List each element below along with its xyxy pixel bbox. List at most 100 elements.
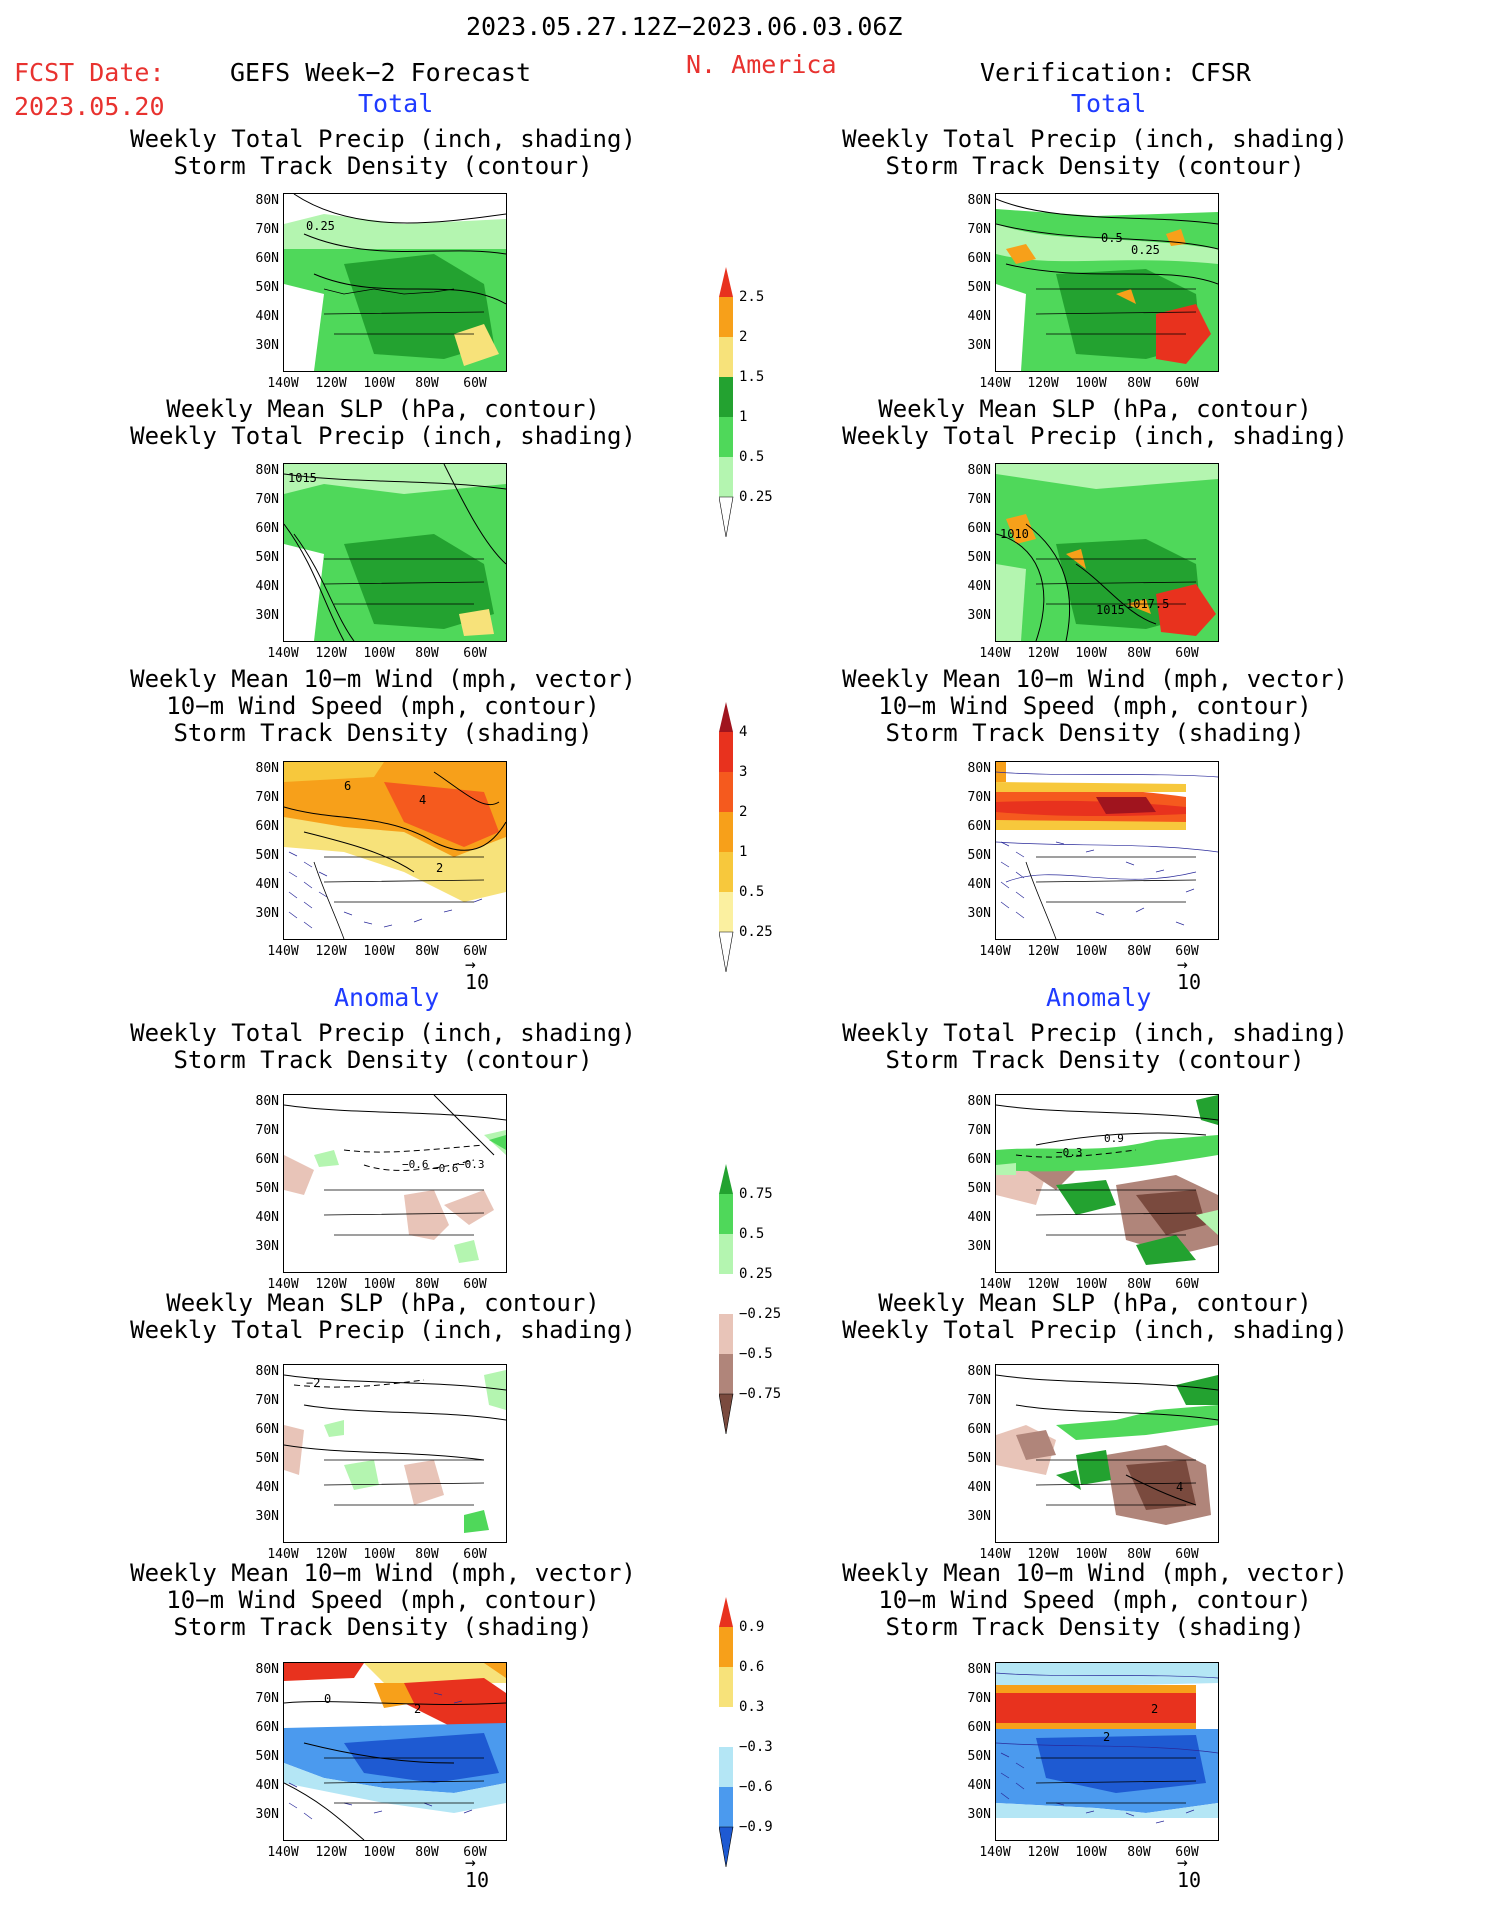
longitude-tick-label: 120W (315, 944, 347, 959)
latitude-tick-label: 40N (967, 1778, 991, 1793)
colorbar-label: −0.25 (739, 1306, 782, 1322)
colorbar-cap (719, 1164, 733, 1194)
colorbar-label: 4 (739, 724, 748, 740)
section-total-right: Total (1071, 89, 1147, 118)
latitude-tick-label: 40N (255, 579, 279, 594)
map-forecast-precip-storm-anomaly: −0.6 −0.6 −0.3 (283, 1094, 507, 1273)
latitude-tick-label: 30N (255, 1239, 279, 1254)
section-total-left: Total (358, 89, 434, 118)
longitude-tick-label: 60W (463, 944, 487, 959)
longitude-tick-label: 60W (1175, 944, 1199, 959)
colorbar-graphic (718, 702, 734, 973)
latitude-tick-label: 70N (255, 1691, 279, 1706)
latitude-tick-label: 40N (967, 1480, 991, 1495)
longitude-tick-label: 80W (415, 646, 439, 661)
contour-label: −0.3 (458, 1158, 485, 1171)
colorbar-label: 2 (739, 804, 748, 820)
colorbar-graphic (718, 1164, 734, 1435)
forecast-model-label: GEFS Week−2 Forecast (230, 58, 532, 87)
contour-label: 2 (1151, 1702, 1159, 1716)
longitude-tick-label: 100W (363, 646, 395, 661)
longitude-tick-label: 80W (415, 944, 439, 959)
colorbar-segment (719, 892, 733, 932)
colorbar-precip-anomaly: 0.75 0.5 0.25 −0.25 −0.5 −0.75 (718, 1164, 809, 1478)
map-forecast-slp-precip-total: 1015 (283, 463, 507, 642)
colorbar-label: 1 (739, 409, 748, 425)
contour-label: −2 (306, 1376, 321, 1390)
longitude-tick-label: 120W (315, 1547, 347, 1562)
map-verification-wind-storm-anomaly: 2 2 (995, 1662, 1219, 1841)
colorbar-label: −0.9 (739, 1819, 773, 1835)
contour-label: −0.6 (402, 1158, 429, 1171)
contour-label: 1015 (1096, 603, 1125, 617)
contour-label: 4 (1176, 1480, 1184, 1494)
longitude-tick-label: 140W (267, 646, 299, 661)
latitude-tick-label: 60N (255, 1422, 279, 1437)
colorbar-segment (719, 1747, 733, 1787)
colorbar-segment (719, 1314, 733, 1354)
latitude-tick-label: 40N (255, 1480, 279, 1495)
map-verification-wind-storm-total (995, 761, 1219, 940)
contour-label: −0.3 (1056, 1146, 1083, 1159)
latitude-tick-label: 70N (255, 222, 279, 237)
latitude-tick-label: 50N (255, 550, 279, 565)
latitude-tick-label: 70N (967, 222, 991, 237)
title-obs-wind-storm-anom: Weekly Mean 10−m Wind (mph, vector) 10−m… (842, 1559, 1348, 1641)
title-obs-slp-precip-total: Weekly Mean SLP (hPa, contour) Weekly To… (842, 395, 1348, 450)
latitude-tick-label: 30N (967, 1509, 991, 1524)
colorbar-label: 0.25 (739, 1266, 773, 1282)
colorbar-storm-anomaly: 0.9 0.6 0.3 −0.3 −0.6 −0.9 (718, 1597, 809, 1911)
latitude-tick-label: 30N (255, 1807, 279, 1822)
longitude-tick-label: 100W (1075, 1845, 1107, 1860)
latitude-tick-label: 50N (967, 1749, 991, 1764)
latitude-tick-label: 30N (255, 1509, 279, 1524)
latitude-tick-label: 80N (967, 1094, 991, 1109)
colorbar-label: −0.6 (739, 1779, 773, 1795)
latitude-tick-label: 30N (967, 1807, 991, 1822)
latitude-tick-label: 60N (255, 251, 279, 266)
latitude-tick-label: 40N (255, 309, 279, 324)
longitude-tick-label: 60W (1175, 376, 1199, 391)
arrow-right-icon: → (1177, 954, 1188, 975)
latitude-tick-label: 60N (255, 1152, 279, 1167)
longitude-tick-label: 100W (1075, 944, 1107, 959)
colorbar-label: 3 (739, 764, 748, 780)
colorbar-label: 0.5 (739, 449, 765, 465)
longitude-tick-label: 60W (463, 1547, 487, 1562)
latitude-tick-label: 70N (967, 1393, 991, 1408)
longitude-tick-label: 100W (363, 1547, 395, 1562)
latitude-tick-label: 40N (967, 309, 991, 324)
latitude-tick-label: 40N (255, 1778, 279, 1793)
latitude-tick-label: 70N (967, 1691, 991, 1706)
latitude-tick-label: 80N (967, 761, 991, 776)
longitude-tick-label: 100W (363, 1277, 395, 1292)
latitude-tick-label: 50N (255, 280, 279, 295)
colorbar-graphic (718, 1597, 734, 1868)
colorbar-storm-total: 4 3 2 1 0.5 0.25 (718, 702, 809, 1016)
contour-label: 6 (344, 779, 352, 793)
title-fc-slp-precip-total: Weekly Mean SLP (hPa, contour) Weekly To… (130, 395, 636, 450)
longitude-tick-label: 100W (363, 944, 395, 959)
fcst-date-label: FCST Date: (14, 58, 165, 87)
map-verification-slp-precip-anomaly: 4 (995, 1364, 1219, 1543)
arrow-right-icon: → (465, 954, 476, 975)
colorbar-label: 0.5 (739, 1226, 765, 1242)
longitude-tick-label: 140W (979, 646, 1011, 661)
contour-label: 2 (1103, 1730, 1111, 1744)
colorbar-segment (719, 772, 733, 812)
colorbar-segment (719, 1354, 733, 1394)
title-obs-precip-storm-total: Weekly Total Precip (inch, shading) Stor… (842, 125, 1348, 180)
colorbar-label: 0.9 (739, 1619, 765, 1635)
verification-label: Verification: CFSR (980, 58, 1251, 87)
latitude-tick-label: 60N (967, 1152, 991, 1167)
longitude-tick-label: 140W (979, 1277, 1011, 1292)
latitude-tick-label: 50N (967, 550, 991, 565)
longitude-tick-label: 120W (1027, 376, 1059, 391)
latitude-tick-label: 60N (967, 1422, 991, 1437)
arrow-right-icon: → (1177, 1852, 1188, 1873)
colorbar-segment (719, 1194, 733, 1234)
map-forecast-precip-storm-total: 0.25 (283, 193, 507, 372)
colorbar-cap (718, 1393, 734, 1435)
longitude-tick-label: 120W (1027, 646, 1059, 661)
longitude-tick-label: 60W (463, 376, 487, 391)
